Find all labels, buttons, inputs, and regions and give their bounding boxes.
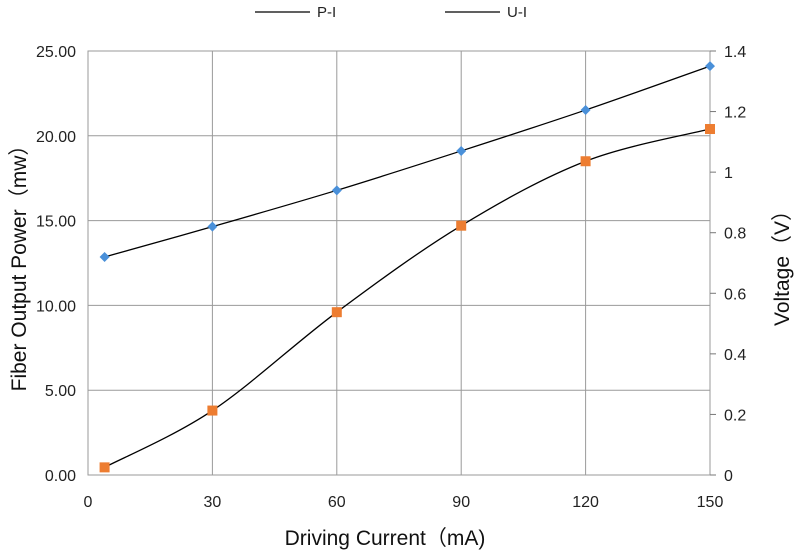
y-tick-label: 25.00 <box>36 44 76 61</box>
y2-tick-label: 0.8 <box>724 226 746 243</box>
y-axis-ticks: 0.00 5.00 10.00 15.00 20.00 25.00 <box>36 44 76 485</box>
x-axis-ticks: 0 30 60 90 120 150 <box>84 494 724 511</box>
data-point-U-I <box>705 61 715 72</box>
y-tick-label: 0.00 <box>45 468 76 485</box>
data-point-U-I <box>456 145 467 156</box>
x-tick-label: 150 <box>697 494 724 511</box>
plot-frame <box>87 50 711 476</box>
data-point-U-I <box>580 105 591 116</box>
y-axis-title: Fiber Output Power（mw） <box>8 135 31 392</box>
series-layer <box>99 61 715 473</box>
data-point-U-I <box>207 221 218 232</box>
y2-tick-label: 1.2 <box>724 105 746 122</box>
x-tick-label: 0 <box>84 494 93 511</box>
series-line-U-I <box>104 65 711 258</box>
grid <box>87 50 711 476</box>
y-tick-label: 20.00 <box>36 129 76 146</box>
x-axis-title: Driving Current（mA) <box>285 527 486 550</box>
y2-tick-label: 0 <box>724 468 733 485</box>
y2-axis-ticks: 0 0.2 0.4 0.6 0.8 1 1.2 1.4 <box>710 44 746 485</box>
legend-label-U-I: U-I <box>507 4 527 21</box>
plot-border <box>87 50 711 476</box>
data-point-P-I <box>705 124 715 135</box>
data-point-P-I <box>99 462 110 473</box>
data-point-P-I <box>207 405 218 416</box>
legend-label-P-I: P-I <box>317 4 336 21</box>
y2-tick-label: 0.6 <box>724 286 746 303</box>
y2-tick-label: 0.2 <box>724 407 746 424</box>
y-tick-label: 10.00 <box>36 298 76 315</box>
x-tick-label: 120 <box>572 494 599 511</box>
y2-tick-label: 1 <box>724 165 733 182</box>
x-tick-label: 60 <box>328 494 346 511</box>
data-point-U-I <box>331 185 342 196</box>
x-tick-label: 90 <box>452 494 470 511</box>
y-tick-label: 5.00 <box>45 383 76 400</box>
legend: P-I U-I <box>255 4 527 21</box>
data-point-P-I <box>580 156 591 167</box>
y-tick-label: 15.00 <box>36 214 76 231</box>
data-point-P-I <box>331 307 342 318</box>
data-point-P-I <box>456 220 467 231</box>
y2-tick-label: 0.4 <box>724 347 746 364</box>
x-tick-label: 30 <box>204 494 222 511</box>
series-line-P-I <box>104 128 711 468</box>
data-point-U-I <box>99 251 110 262</box>
y2-axis-title: Voltage（V） <box>771 200 794 326</box>
y2-tick-label: 1.4 <box>724 44 746 61</box>
